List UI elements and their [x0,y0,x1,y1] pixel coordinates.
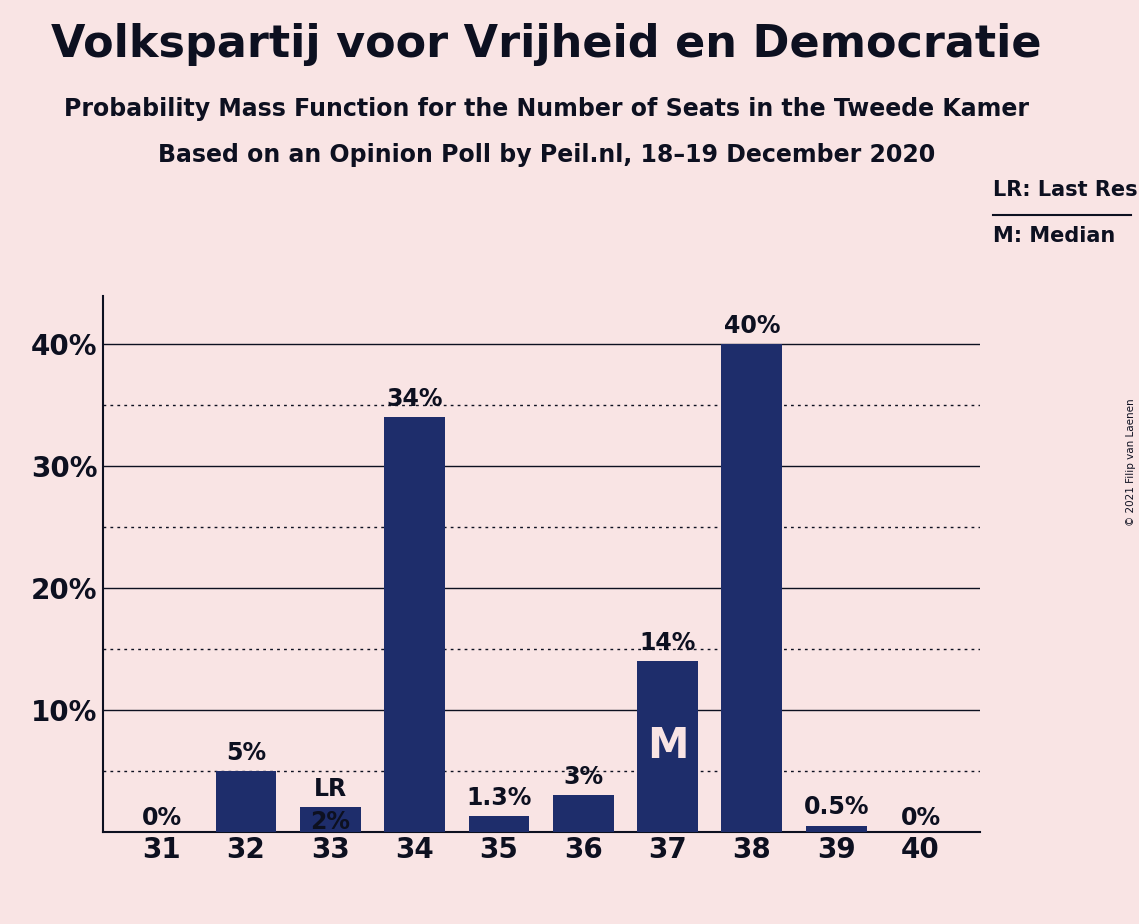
Text: M: Median: M: Median [993,226,1115,247]
Bar [215,771,277,832]
Text: 40%: 40% [723,314,780,338]
Text: © 2021 Filip van Laenen: © 2021 Filip van Laenen [1126,398,1136,526]
Text: Based on an Opinion Poll by Peil.nl, 18–19 December 2020: Based on an Opinion Poll by Peil.nl, 18–… [158,143,935,167]
Text: LR: Last Result: LR: Last Result [993,180,1139,201]
Bar [637,661,698,832]
Bar [721,345,782,832]
Text: 0%: 0% [141,806,181,830]
Text: Probability Mass Function for the Number of Seats in the Tweede Kamer: Probability Mass Function for the Number… [64,97,1030,121]
Text: 0.5%: 0.5% [803,796,869,820]
Text: 5%: 5% [226,741,265,765]
Text: 14%: 14% [639,631,696,655]
Bar [552,795,614,832]
Text: 2%: 2% [310,809,350,833]
Bar [468,816,530,832]
Text: 34%: 34% [386,387,443,411]
Text: LR: LR [313,777,346,801]
Bar [384,418,445,832]
Text: M: M [647,725,688,767]
Text: 3%: 3% [563,765,604,789]
Bar [300,808,361,832]
Text: Volkspartij voor Vrijheid en Democratie: Volkspartij voor Vrijheid en Democratie [51,23,1042,67]
Text: 0%: 0% [901,806,941,830]
Text: 1.3%: 1.3% [466,785,532,809]
Bar [805,825,867,832]
